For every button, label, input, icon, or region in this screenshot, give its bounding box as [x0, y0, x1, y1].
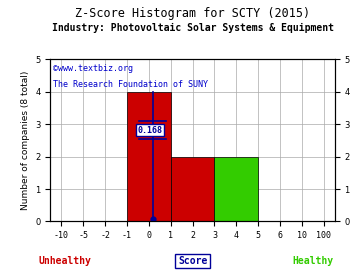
Text: Unhealthy: Unhealthy: [39, 256, 91, 266]
Text: Score: Score: [178, 256, 207, 266]
Text: Industry: Photovoltaic Solar Systems & Equipment: Industry: Photovoltaic Solar Systems & E…: [51, 23, 334, 33]
Text: 0.168: 0.168: [138, 126, 163, 134]
Bar: [215, 157, 258, 221]
Text: ©www.textbiz.org: ©www.textbiz.org: [53, 64, 133, 73]
Text: The Research Foundation of SUNY: The Research Foundation of SUNY: [53, 80, 208, 89]
Bar: [171, 157, 215, 221]
Text: Z-Score Histogram for SCTY (2015): Z-Score Histogram for SCTY (2015): [75, 7, 310, 20]
Text: Healthy: Healthy: [293, 256, 334, 266]
Y-axis label: Number of companies (8 total): Number of companies (8 total): [21, 71, 30, 210]
Bar: [127, 92, 171, 221]
